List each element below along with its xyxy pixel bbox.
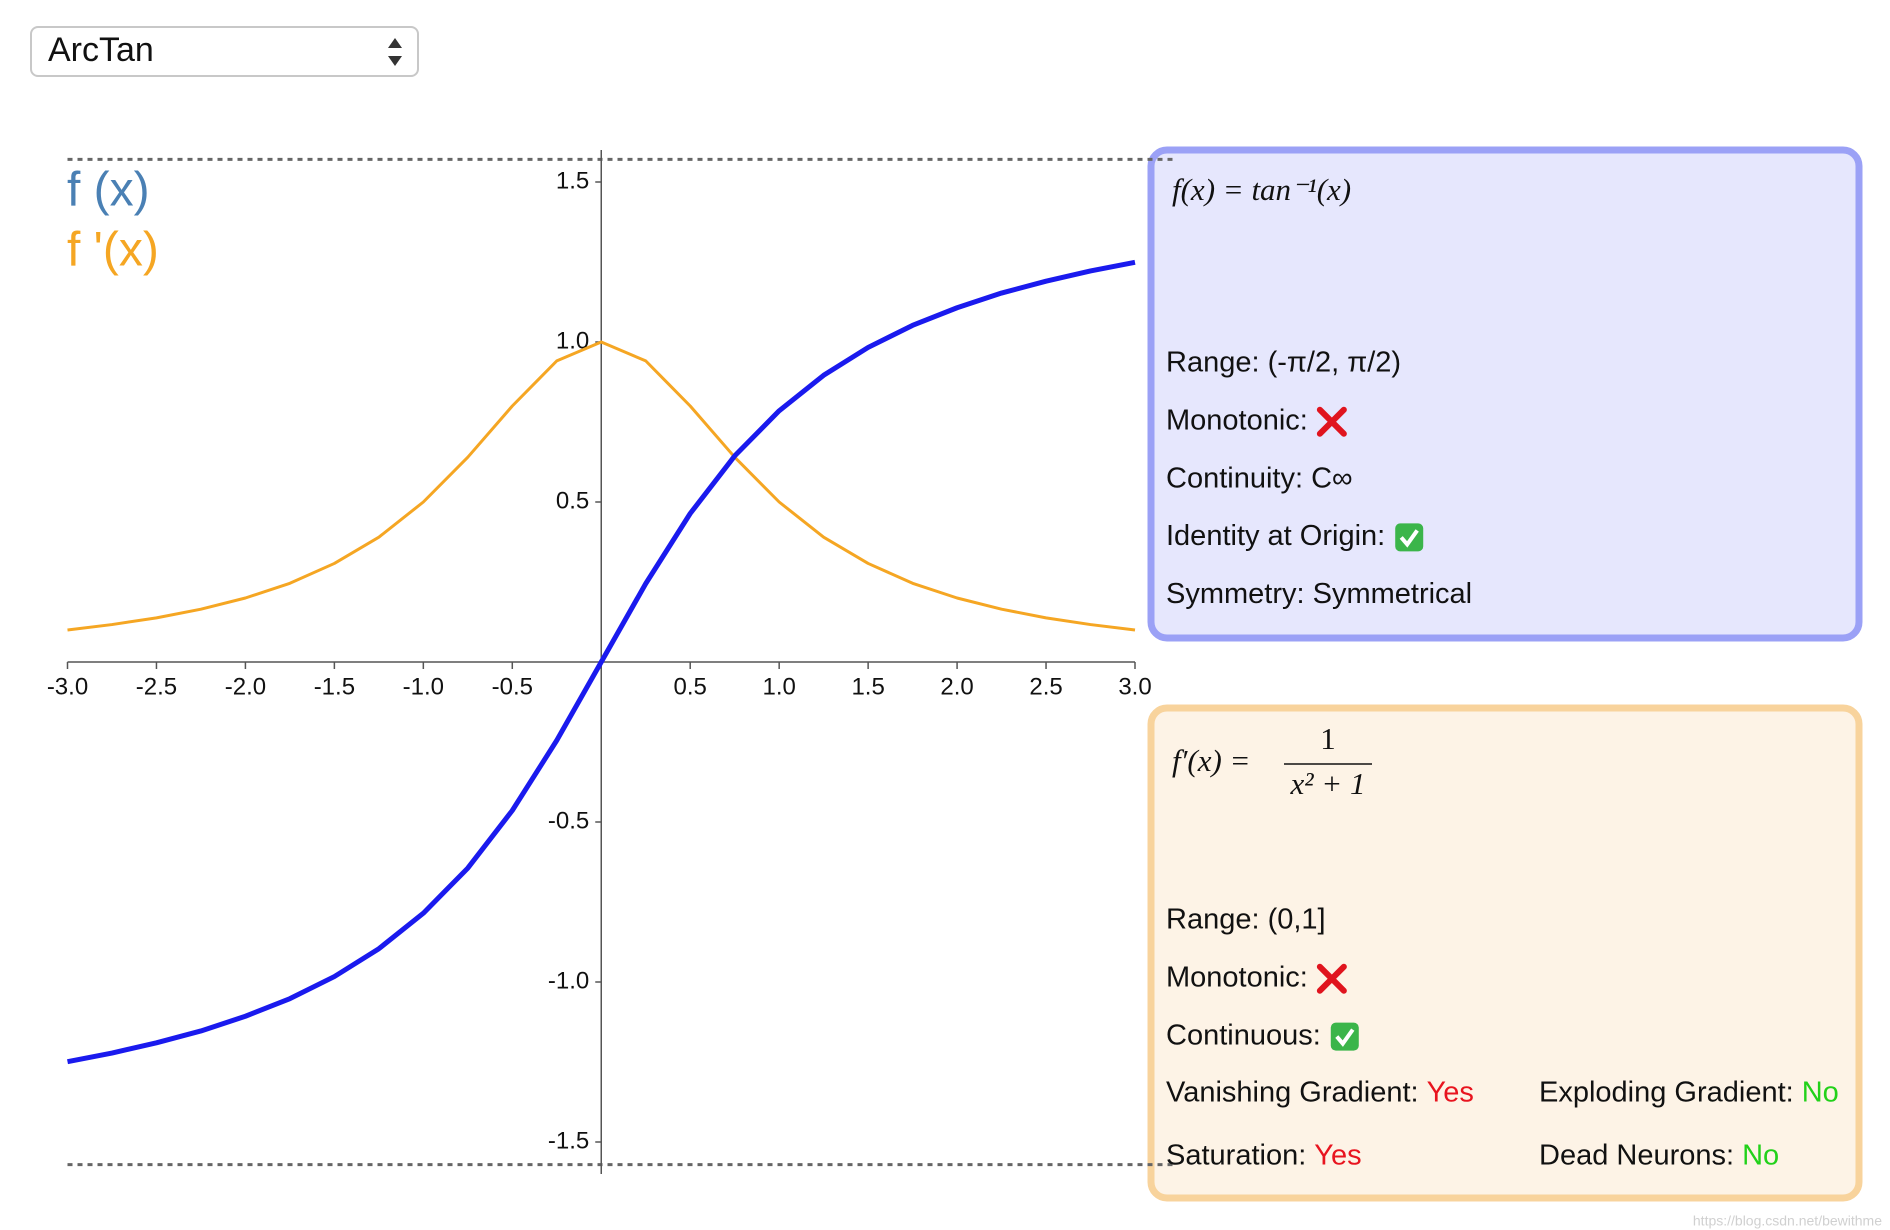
x-tick-label: -1.0	[403, 673, 444, 700]
y-tick-label: 1.5	[556, 167, 589, 194]
function-formula: f(x) = tan⁻¹(x)	[1172, 172, 1351, 207]
derivative-panel	[1147, 704, 1863, 1202]
property: Range: (-π/2, π/2)	[1166, 347, 1401, 379]
pair-label: Dead Neurons:	[1539, 1140, 1734, 1172]
y-tick-label: 0.5	[556, 487, 589, 514]
fraction-numerator: 1	[1320, 721, 1336, 756]
series-line	[67, 340, 1136, 632]
function-panel	[1147, 146, 1863, 642]
property: Symmetry: Symmetrical	[1166, 578, 1472, 610]
pair-value: No	[1802, 1077, 1839, 1109]
pair-value: Yes	[1314, 1140, 1361, 1172]
fraction-denominator: x² + 1	[1290, 766, 1366, 801]
pair-label: Vanishing Gradient:	[1166, 1077, 1419, 1109]
x-tick-label: 3.0	[1118, 673, 1151, 700]
x-tick-label: 2.0	[940, 673, 973, 700]
dropdown-value[interactable]: ArcTan	[48, 31, 154, 69]
dropdown-arrows[interactable]	[388, 38, 402, 66]
property: Monotonic:	[1166, 404, 1308, 436]
check-mark	[1399, 529, 1419, 548]
x-tick-label: 1.0	[762, 673, 795, 700]
x-tick-label: 2.5	[1029, 673, 1062, 700]
derivative-lhs: f′(x) =	[1172, 743, 1250, 778]
x-tick-label: -0.5	[492, 673, 533, 700]
x-tick-label: -2.0	[225, 673, 266, 700]
property: Continuity: C∞	[1166, 462, 1353, 494]
y-tick-label: -0.5	[548, 807, 589, 834]
watermark: https://blog.csdn.net/bewithme	[1693, 1213, 1882, 1229]
check-icon	[1330, 1022, 1359, 1051]
x-tick-label: -1.5	[314, 673, 355, 700]
pair-value: Yes	[1427, 1077, 1474, 1109]
pair-value: No	[1742, 1140, 1779, 1172]
x-tick-label: 0.5	[674, 673, 707, 700]
check-mark	[1335, 1028, 1355, 1047]
property: Range: (0,1]	[1166, 904, 1326, 936]
y-tick-label: -1.5	[548, 1127, 589, 1154]
property: Continuous:	[1166, 1019, 1321, 1051]
legend-label: f '(x)	[67, 224, 159, 277]
x-tick-label: -2.5	[136, 673, 177, 700]
pair-label: Saturation:	[1166, 1140, 1306, 1172]
property: Identity at Origin:	[1166, 520, 1385, 552]
y-tick-label: -1.0	[548, 967, 589, 994]
legend-label: f (x)	[67, 164, 150, 217]
cross-icon	[1316, 406, 1347, 437]
property: Monotonic:	[1166, 961, 1308, 993]
cross-icon	[1316, 963, 1347, 994]
x-tick-label: 1.5	[851, 673, 884, 700]
dropdown[interactable]	[30, 26, 419, 77]
x-tick-label: -3.0	[47, 673, 88, 700]
pair-label: Exploding Gradient:	[1539, 1077, 1794, 1109]
series-line	[67, 259, 1136, 1065]
check-icon	[1395, 523, 1424, 552]
